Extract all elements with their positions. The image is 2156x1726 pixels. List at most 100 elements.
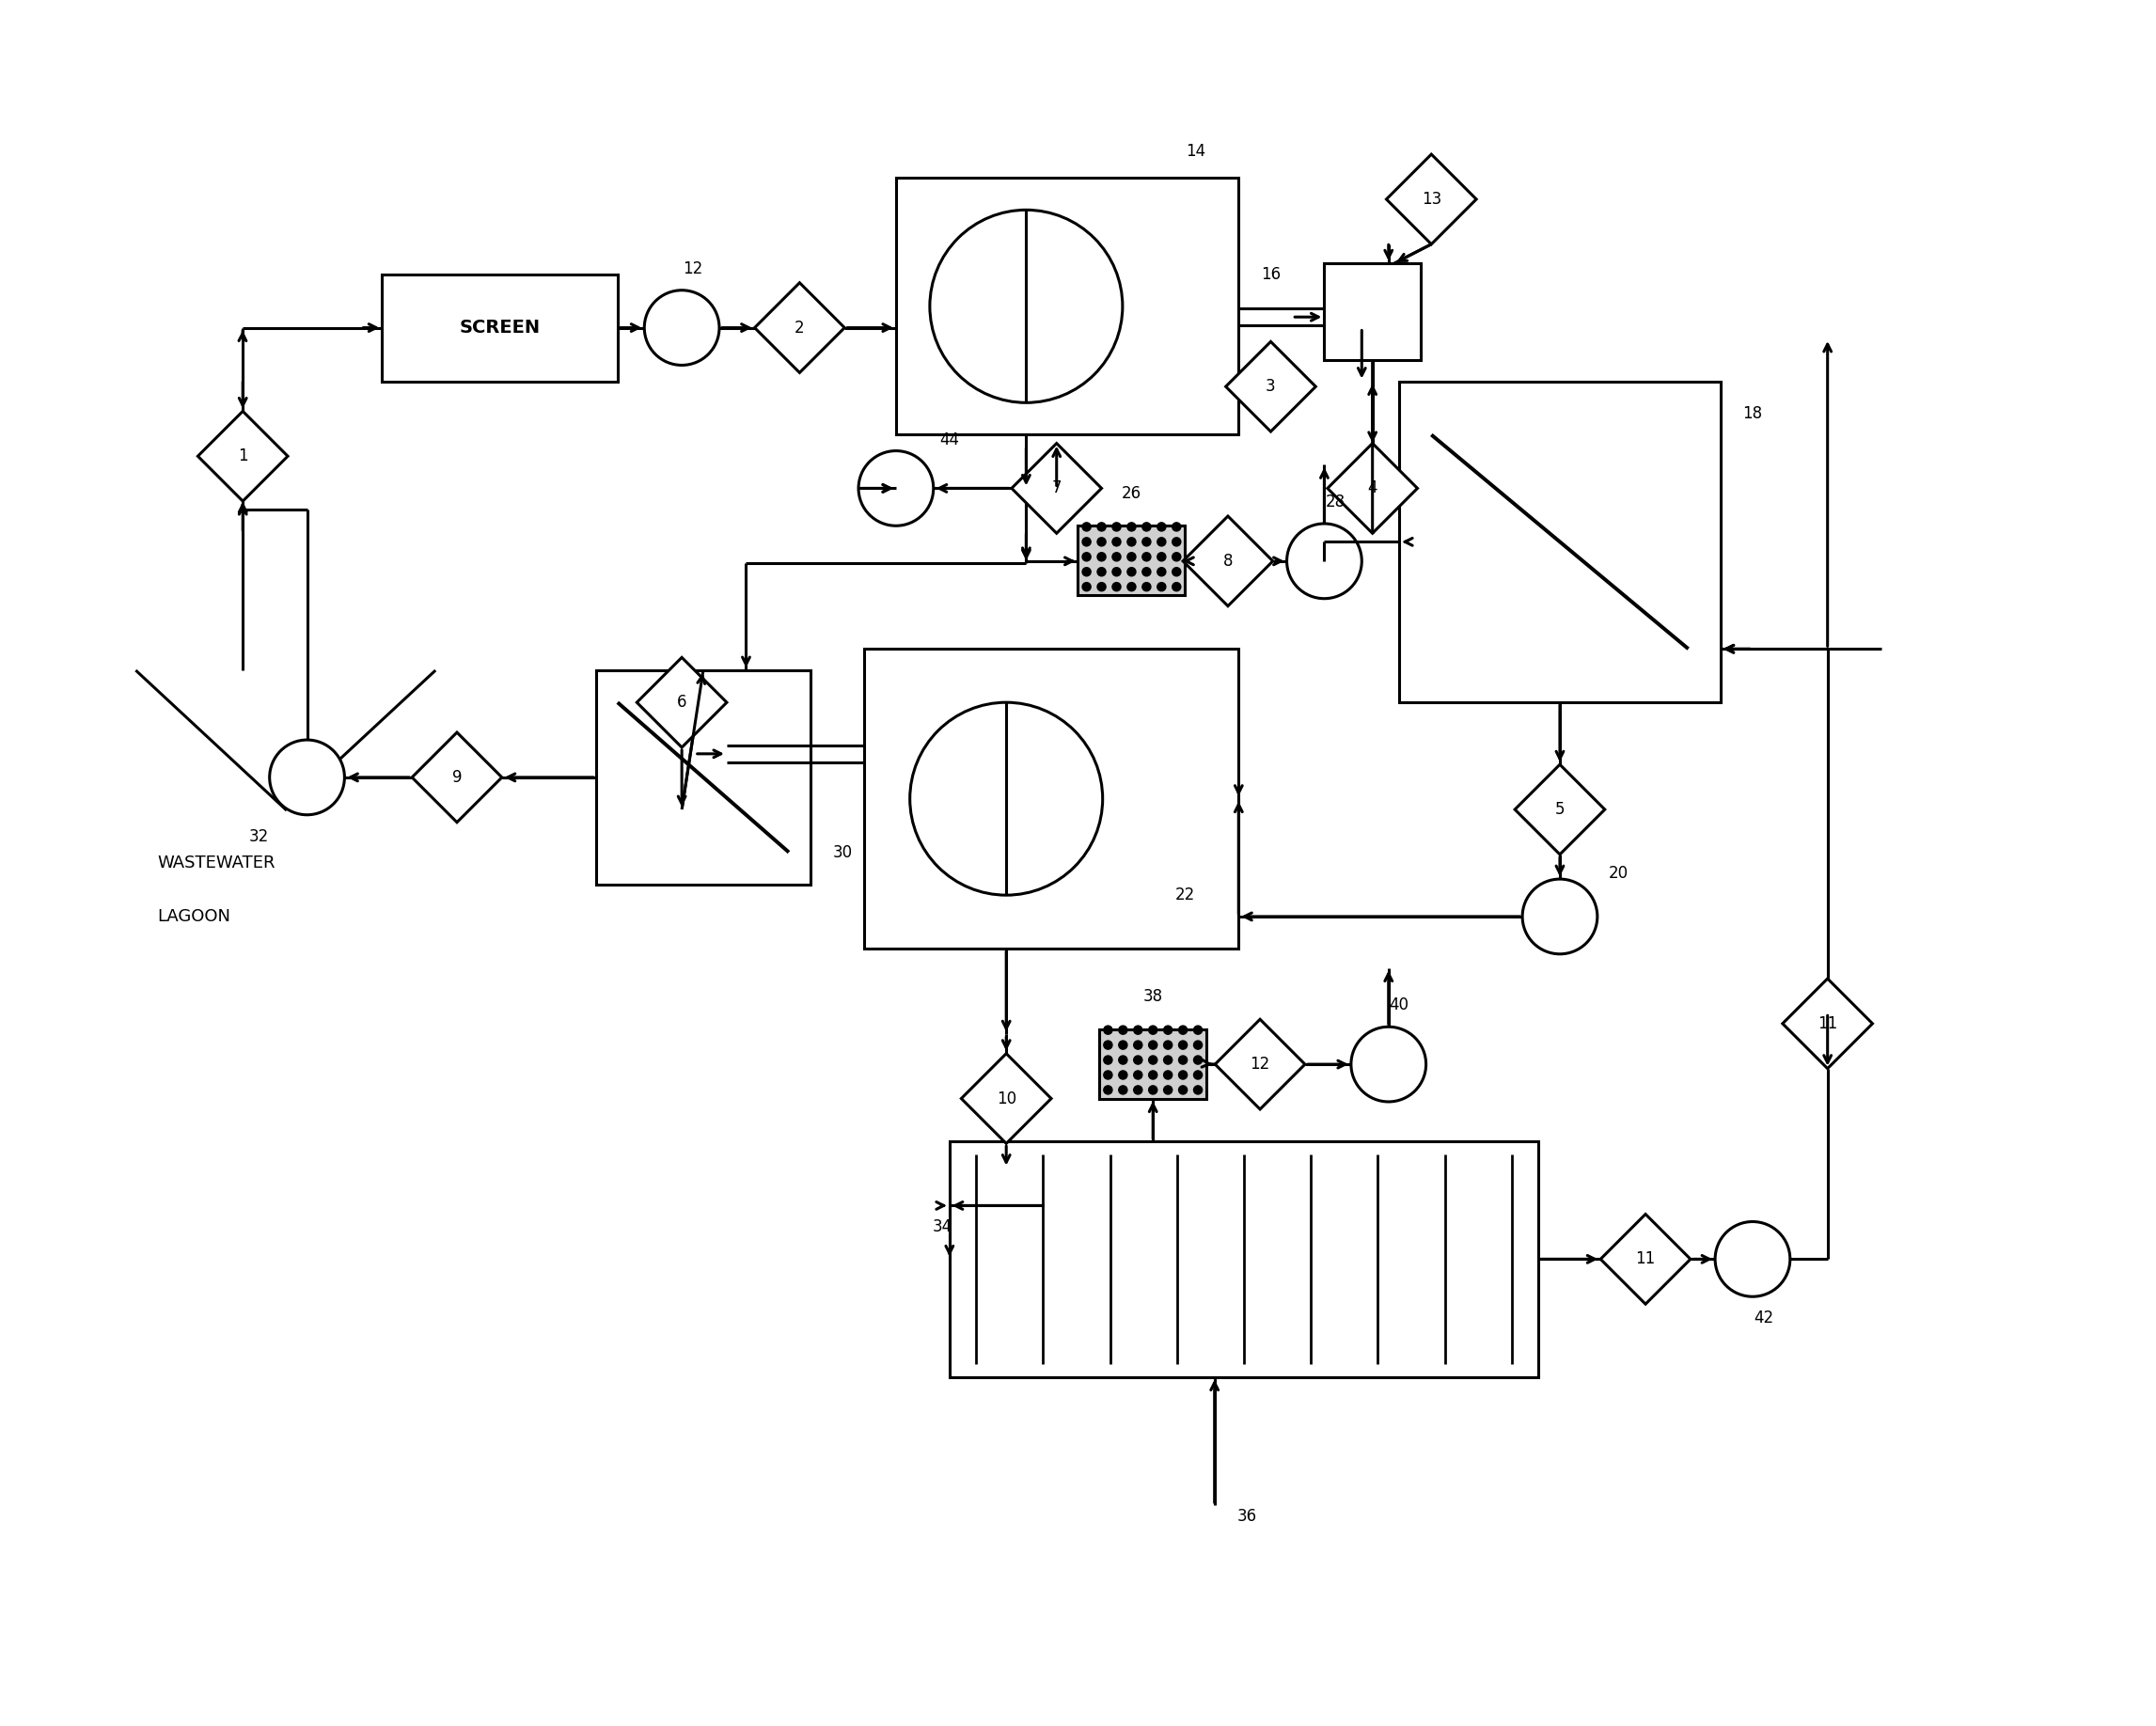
Text: 9: 9	[453, 768, 461, 785]
Circle shape	[1119, 1041, 1128, 1049]
Text: 28: 28	[1326, 494, 1345, 511]
Circle shape	[1158, 537, 1166, 545]
Text: 36: 36	[1238, 1507, 1257, 1524]
Circle shape	[968, 1169, 1044, 1243]
Text: 1: 1	[237, 447, 248, 464]
Text: LAGOON: LAGOON	[157, 908, 231, 925]
Text: 8: 8	[1222, 552, 1233, 570]
Circle shape	[1164, 1041, 1173, 1049]
Circle shape	[1112, 552, 1121, 561]
Circle shape	[1134, 1056, 1143, 1065]
Circle shape	[1119, 1070, 1128, 1079]
Text: WASTEWATER: WASTEWATER	[157, 854, 276, 872]
Text: 13: 13	[1421, 192, 1442, 207]
Text: 20: 20	[1608, 865, 1628, 882]
Text: 26: 26	[1121, 485, 1141, 502]
Text: 44: 44	[940, 432, 959, 449]
Polygon shape	[636, 658, 727, 747]
Text: 11: 11	[1636, 1251, 1656, 1267]
Circle shape	[1082, 537, 1091, 545]
Circle shape	[1287, 523, 1363, 599]
Polygon shape	[1328, 444, 1416, 533]
Circle shape	[1158, 552, 1166, 561]
Circle shape	[1179, 1070, 1188, 1079]
Circle shape	[1173, 537, 1181, 545]
Circle shape	[1119, 1025, 1128, 1034]
Circle shape	[1194, 1086, 1203, 1094]
Text: 12: 12	[1250, 1056, 1270, 1074]
Circle shape	[1149, 1070, 1158, 1079]
Text: 12: 12	[683, 261, 703, 278]
Circle shape	[1164, 1025, 1173, 1034]
Text: 22: 22	[1175, 887, 1194, 904]
Circle shape	[1164, 1086, 1173, 1094]
Circle shape	[1149, 1086, 1158, 1094]
Circle shape	[1158, 582, 1166, 590]
Circle shape	[1104, 1086, 1112, 1094]
Bar	[1324, 264, 1421, 359]
Bar	[1078, 526, 1186, 595]
Circle shape	[1149, 1041, 1158, 1049]
Circle shape	[1164, 1070, 1173, 1079]
Circle shape	[1104, 1070, 1112, 1079]
Circle shape	[1128, 582, 1136, 590]
Text: SCREEN: SCREEN	[459, 319, 541, 337]
Circle shape	[1149, 1025, 1158, 1034]
Circle shape	[1097, 552, 1106, 561]
Text: 11: 11	[1818, 1015, 1837, 1032]
Text: 18: 18	[1742, 406, 1761, 421]
Circle shape	[1112, 568, 1121, 576]
Circle shape	[1082, 552, 1091, 561]
Polygon shape	[1216, 1020, 1304, 1110]
Polygon shape	[1386, 154, 1477, 243]
Circle shape	[1082, 568, 1091, 576]
Circle shape	[1128, 568, 1136, 576]
Text: 10: 10	[996, 1091, 1015, 1106]
Circle shape	[1194, 1070, 1203, 1079]
Circle shape	[1179, 1025, 1188, 1034]
Circle shape	[1097, 537, 1106, 545]
Circle shape	[1173, 552, 1181, 561]
Text: 4: 4	[1367, 480, 1378, 497]
Bar	[949, 1141, 1539, 1377]
Circle shape	[1119, 1056, 1128, 1065]
Circle shape	[1112, 537, 1121, 545]
Circle shape	[1522, 879, 1598, 954]
Circle shape	[1716, 1222, 1789, 1296]
Bar	[897, 178, 1238, 435]
Polygon shape	[1600, 1213, 1690, 1305]
Circle shape	[1143, 537, 1151, 545]
Text: 30: 30	[832, 844, 852, 861]
Bar	[1100, 1029, 1207, 1098]
Circle shape	[1173, 523, 1181, 532]
Circle shape	[1134, 1041, 1143, 1049]
Circle shape	[1082, 523, 1091, 532]
Text: 6: 6	[677, 694, 688, 711]
Text: 3: 3	[1266, 378, 1276, 395]
Text: 16: 16	[1261, 266, 1281, 283]
Circle shape	[929, 211, 1123, 402]
Text: 14: 14	[1186, 143, 1205, 159]
Circle shape	[1104, 1025, 1112, 1034]
Text: 38: 38	[1143, 989, 1162, 1005]
Circle shape	[1134, 1086, 1143, 1094]
Circle shape	[1097, 523, 1106, 532]
Text: 5: 5	[1554, 801, 1565, 818]
Circle shape	[1179, 1056, 1188, 1065]
Polygon shape	[198, 411, 287, 501]
Circle shape	[1158, 523, 1166, 532]
Circle shape	[1134, 1025, 1143, 1034]
Circle shape	[1097, 582, 1106, 590]
Circle shape	[1194, 1041, 1203, 1049]
Circle shape	[1194, 1025, 1203, 1034]
Circle shape	[1143, 582, 1151, 590]
Circle shape	[1158, 568, 1166, 576]
Circle shape	[1143, 568, 1151, 576]
Circle shape	[1128, 523, 1136, 532]
Polygon shape	[1516, 765, 1604, 854]
Circle shape	[1112, 523, 1121, 532]
Circle shape	[645, 290, 720, 366]
Bar	[1399, 381, 1720, 702]
Text: 2: 2	[796, 319, 804, 337]
Circle shape	[1179, 1086, 1188, 1094]
